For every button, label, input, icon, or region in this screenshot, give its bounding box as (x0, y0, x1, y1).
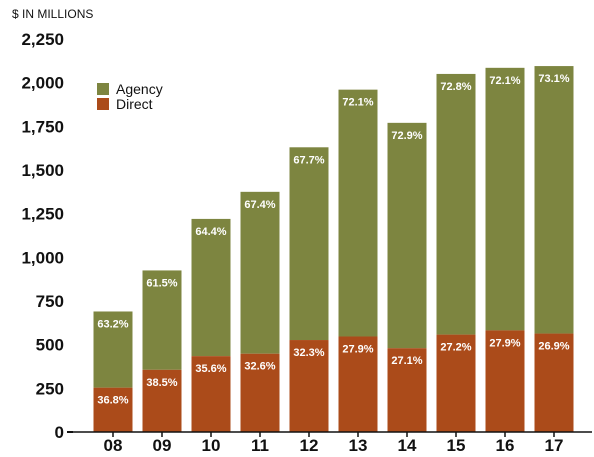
bar-agency (142, 270, 182, 370)
bar-agency (93, 311, 133, 388)
y-tick-label: 500 (36, 336, 64, 355)
legend: Agency Direct (97, 81, 163, 112)
legend-label-direct: Direct (116, 96, 153, 112)
y-tick-label: 1,750 (21, 117, 64, 136)
bar-direct (436, 334, 476, 432)
x-tick-label: 09 (153, 436, 172, 455)
bar-label-agency: 73.1% (538, 73, 569, 85)
y-tick-label: 0 (55, 423, 64, 442)
bar-label-direct: 27.9% (489, 337, 520, 349)
x-tick-label: 11 (251, 436, 269, 455)
bar-label-agency: 72.1% (342, 97, 373, 109)
bar-label-direct: 36.8% (97, 395, 128, 407)
x-tick-label: 08 (104, 436, 123, 455)
y-tick-label: 1,000 (21, 248, 64, 267)
bar-agency (289, 147, 329, 341)
bar-direct (93, 387, 133, 432)
y-tick-label: 1,250 (21, 205, 64, 224)
bar-label-agency: 64.4% (195, 226, 226, 238)
bar-label-agency: 61.5% (146, 277, 177, 289)
bar-agency (240, 191, 280, 354)
bar-direct (485, 330, 525, 432)
bar-direct (240, 353, 280, 432)
bar-label-direct: 32.6% (244, 361, 275, 373)
bar-label-direct: 35.6% (195, 363, 226, 375)
y-tick-label: 1,500 (21, 161, 64, 180)
bar-agency (338, 89, 378, 337)
bar-direct (142, 369, 182, 432)
bar-label-agency: 67.7% (293, 154, 324, 166)
bar-label-direct: 27.9% (342, 343, 373, 355)
y-tick-label: 2,250 (21, 30, 64, 49)
legend-label-agency: Agency (116, 81, 163, 97)
y-tick-label: 750 (36, 292, 64, 311)
bar-agency (191, 218, 231, 357)
bar-direct (338, 336, 378, 432)
bar-direct (191, 356, 231, 432)
y-axis: 0 250 500 750 1,000 1,250 1,500 1,750 2,000 2,250 (21, 30, 73, 442)
y-tick-label: 250 (36, 379, 64, 398)
legend-swatch-agency (97, 83, 109, 95)
x-tick-label: 15 (447, 436, 466, 455)
x-tick-label: 10 (202, 436, 221, 455)
bar-label-direct: 26.9% (538, 341, 569, 353)
bar-agency (436, 73, 476, 335)
bar-label-agency: 63.2% (97, 318, 128, 330)
x-tick-label: 17 (545, 436, 564, 455)
y-tick-label: 2,000 (21, 74, 64, 93)
bar-agency (387, 122, 427, 349)
bars-group: 63.2% 36.8% 61.5% 38.5% 64.4% 35.6% 67.4% 32.6%… (93, 66, 574, 432)
bar-label-direct: 32.3% (293, 347, 324, 359)
legend-swatch-direct (97, 98, 109, 110)
bar-direct (387, 348, 427, 432)
bar-agency (485, 67, 525, 331)
bar-agency (534, 66, 574, 334)
bar-label-agency: 72.8% (440, 81, 471, 93)
bar-label-agency: 72.1% (489, 75, 520, 87)
bar-label-direct: 27.2% (440, 342, 471, 354)
x-axis: 08 09 10 11 12 13 14 15 16 17 (70, 431, 592, 455)
bar-direct (534, 333, 574, 432)
x-tick-label: 12 (300, 436, 319, 455)
x-tick-label: 13 (349, 436, 368, 455)
x-tick-label: 14 (398, 436, 417, 455)
bar-label-agency: 67.4% (244, 199, 275, 211)
unit-label: $ IN MILLIONS (12, 7, 93, 21)
bar-label-direct: 38.5% (146, 377, 177, 389)
bar-label-direct: 27.1% (391, 355, 422, 367)
bar-direct (289, 340, 329, 432)
bar-label-agency: 72.9% (391, 130, 422, 142)
x-tick-label: 16 (496, 436, 515, 455)
